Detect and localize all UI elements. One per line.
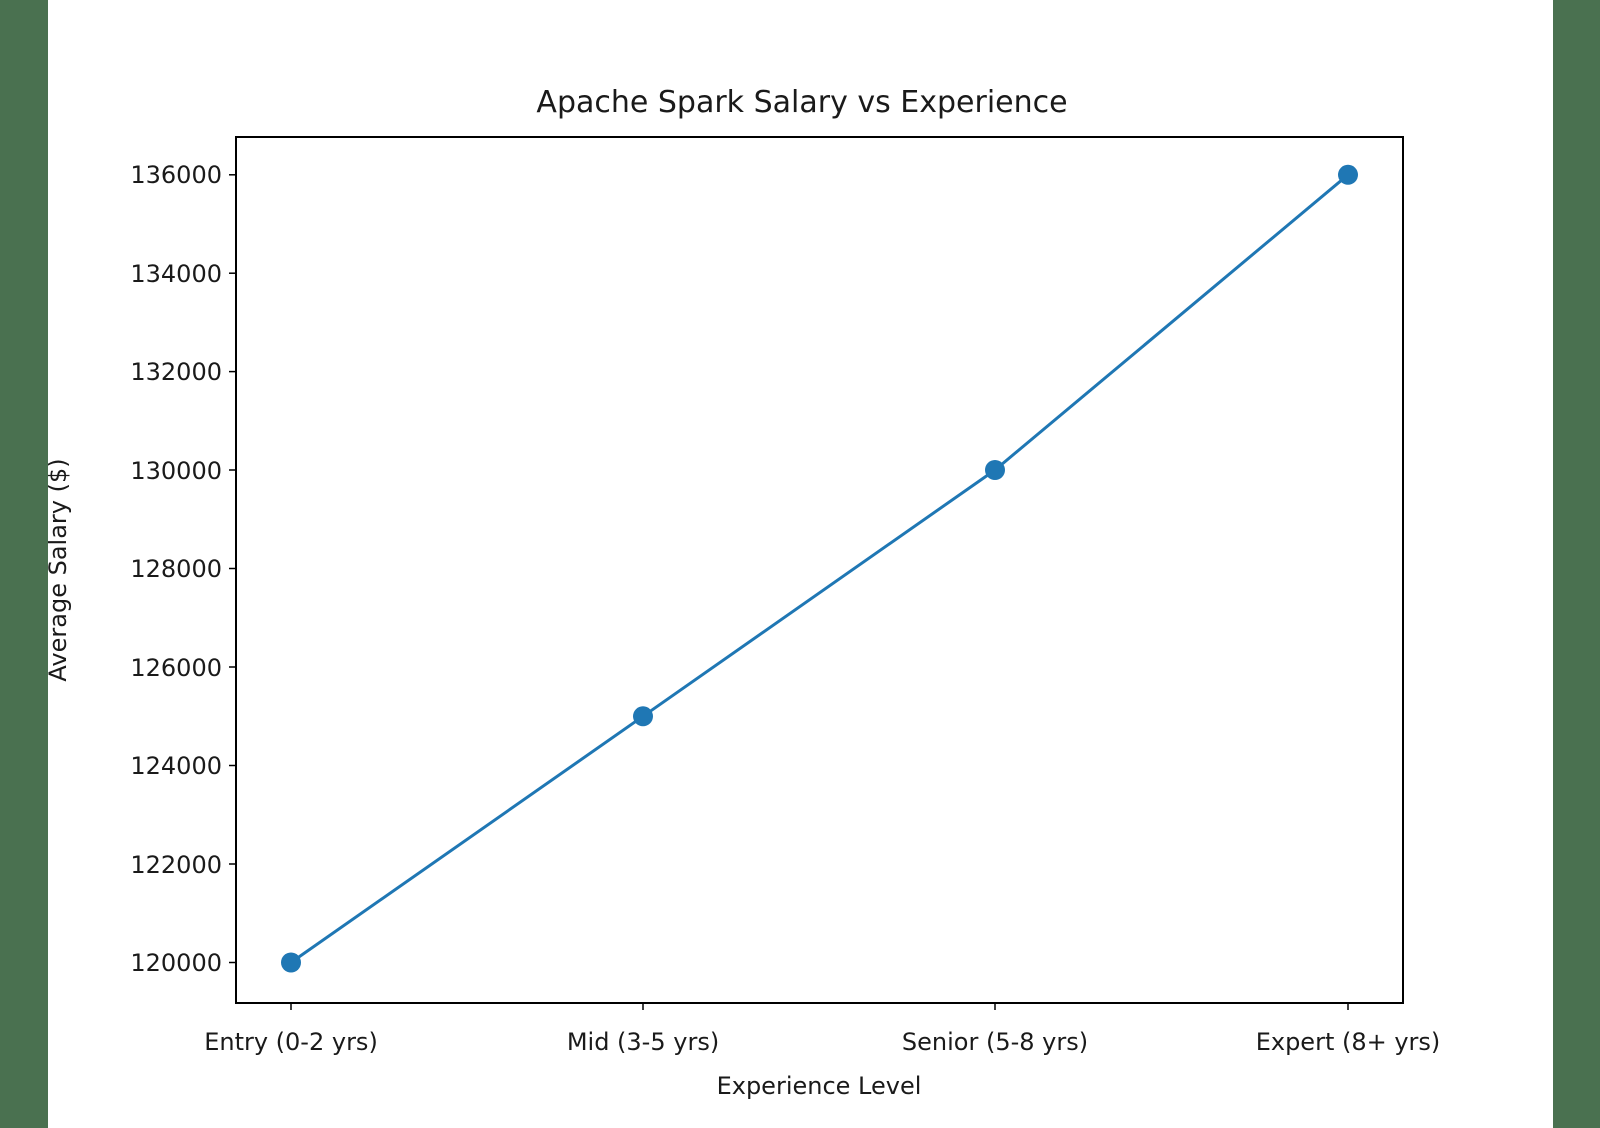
chart-canvas: Apache Spark Salary vs Experience 136000… (48, 0, 1553, 1128)
x-axis: Entry (0-2 yrs) Mid (3-5 yrs) Senior (5-… (204, 1003, 1440, 1056)
y-tick: 128000 (130, 555, 236, 583)
y-tick: 122000 (130, 851, 236, 879)
plot-area-frame (235, 136, 1404, 1004)
svg-text:136000: 136000 (130, 161, 222, 189)
y-tick: 120000 (130, 949, 236, 977)
y-tick: 130000 (130, 457, 236, 485)
y-tick: 132000 (130, 358, 236, 386)
series-average-salary (281, 164, 1358, 973)
svg-text:126000: 126000 (130, 654, 222, 682)
x-axis-label: Experience Level (717, 1072, 922, 1100)
svg-text:134000: 134000 (130, 260, 222, 288)
series-line (290, 173, 1349, 964)
svg-text:Expert (8+ yrs): Expert (8+ yrs) (1256, 1028, 1441, 1056)
x-tick: Senior (5-8 yrs) (902, 1003, 1088, 1056)
y-tick: 126000 (130, 654, 236, 682)
svg-text:Senior (5-8 yrs): Senior (5-8 yrs) (902, 1028, 1088, 1056)
svg-text:124000: 124000 (130, 752, 222, 780)
svg-text:122000: 122000 (130, 851, 222, 879)
line-chart: Apache Spark Salary vs Experience 136000… (48, 85, 1440, 1100)
y-tick: 134000 (130, 260, 236, 288)
svg-text:130000: 130000 (130, 457, 222, 485)
y-axis: 136000 134000 132000 130000 128000 12600… (130, 161, 236, 977)
svg-text:132000: 132000 (130, 358, 222, 386)
svg-text:Entry (0-2 yrs): Entry (0-2 yrs) (204, 1028, 378, 1056)
data-point (985, 460, 1005, 480)
svg-text:128000: 128000 (130, 555, 222, 583)
x-tick: Mid (3-5 yrs) (567, 1003, 719, 1056)
svg-text:120000: 120000 (130, 949, 222, 977)
y-tick: 124000 (130, 752, 236, 780)
x-tick: Expert (8+ yrs) (1256, 1003, 1441, 1056)
y-tick: 136000 (130, 161, 236, 189)
svg-text:Mid (3-5 yrs): Mid (3-5 yrs) (567, 1028, 719, 1056)
y-axis-label: Average Salary ($) (48, 458, 72, 681)
data-point (633, 706, 653, 727)
chart-title: Apache Spark Salary vs Experience (536, 85, 1067, 120)
x-tick: Entry (0-2 yrs) (204, 1003, 378, 1056)
data-point (281, 952, 301, 973)
data-point (1338, 164, 1358, 185)
